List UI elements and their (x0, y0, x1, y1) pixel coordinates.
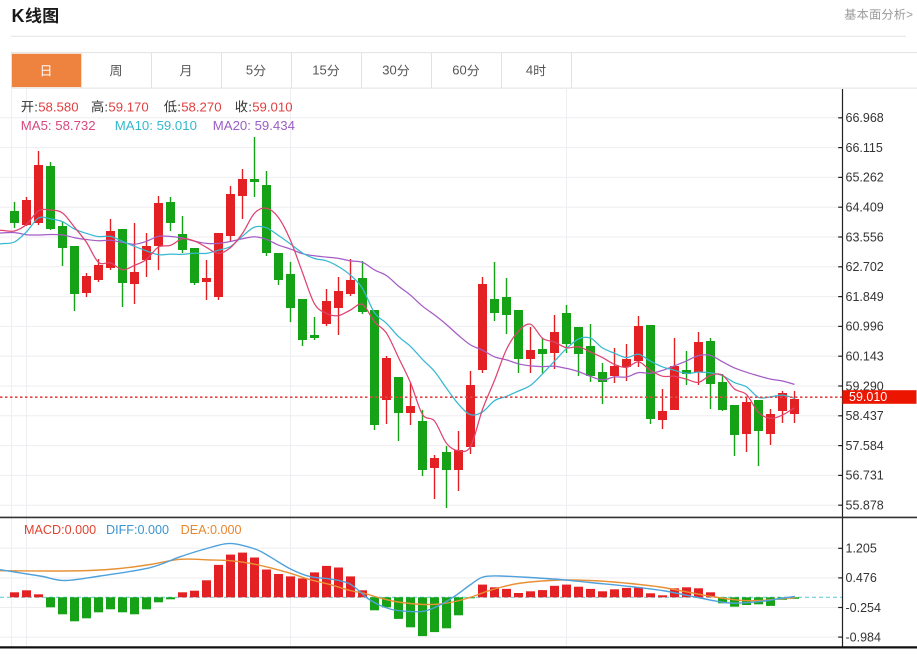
svg-text:DIFF:0.000: DIFF:0.000 (106, 523, 169, 537)
svg-text::: : (104, 99, 108, 114)
svg-text:64.409: 64.409 (846, 201, 884, 215)
svg-text:60.996: 60.996 (846, 320, 884, 334)
svg-text:60.143: 60.143 (846, 350, 884, 364)
svg-text:30: 30 (382, 63, 396, 78)
svg-text:59.170: 59.170 (108, 99, 148, 114)
svg-text:1.205: 1.205 (846, 542, 877, 556)
svg-text::: : (177, 99, 181, 114)
svg-text:15: 15 (312, 63, 326, 78)
svg-text:MACD:0.000: MACD:0.000 (24, 523, 96, 537)
svg-text:MA10: 59.010: MA10: 59.010 (115, 118, 197, 133)
svg-text:62.702: 62.702 (846, 260, 884, 274)
svg-text:K: K (12, 6, 25, 26)
svg-text:65.262: 65.262 (846, 171, 884, 185)
svg-text:66.968: 66.968 (846, 111, 884, 125)
svg-text:58.270: 58.270 (181, 99, 221, 114)
svg-text:MA20: 59.434: MA20: 59.434 (213, 118, 295, 133)
svg-text:66.115: 66.115 (846, 141, 883, 155)
svg-text:0.476: 0.476 (846, 571, 877, 585)
svg-text:58.580: 58.580 (38, 99, 78, 114)
svg-text:59.010: 59.010 (849, 390, 887, 404)
svg-text:-0.984: -0.984 (846, 630, 881, 644)
svg-text:58.437: 58.437 (846, 409, 884, 423)
svg-text:57.584: 57.584 (846, 439, 884, 453)
svg-text:56.731: 56.731 (846, 469, 884, 483)
svg-text:>: > (906, 10, 913, 22)
svg-text:DEA:0.000: DEA:0.000 (181, 523, 242, 537)
svg-text:MA5: 58.732: MA5: 58.732 (21, 118, 96, 133)
svg-text:59.290: 59.290 (846, 379, 884, 393)
svg-text:59.010: 59.010 (252, 99, 292, 114)
svg-text:-0.254: -0.254 (846, 601, 881, 615)
svg-text::: : (248, 99, 252, 114)
svg-text:63.556: 63.556 (846, 230, 884, 244)
svg-text:5: 5 (246, 63, 253, 78)
svg-text::: : (34, 99, 38, 114)
svg-text:55.878: 55.878 (846, 499, 884, 513)
svg-text:61.849: 61.849 (846, 290, 884, 304)
svg-text:60: 60 (452, 63, 466, 78)
svg-text:4: 4 (526, 63, 533, 78)
